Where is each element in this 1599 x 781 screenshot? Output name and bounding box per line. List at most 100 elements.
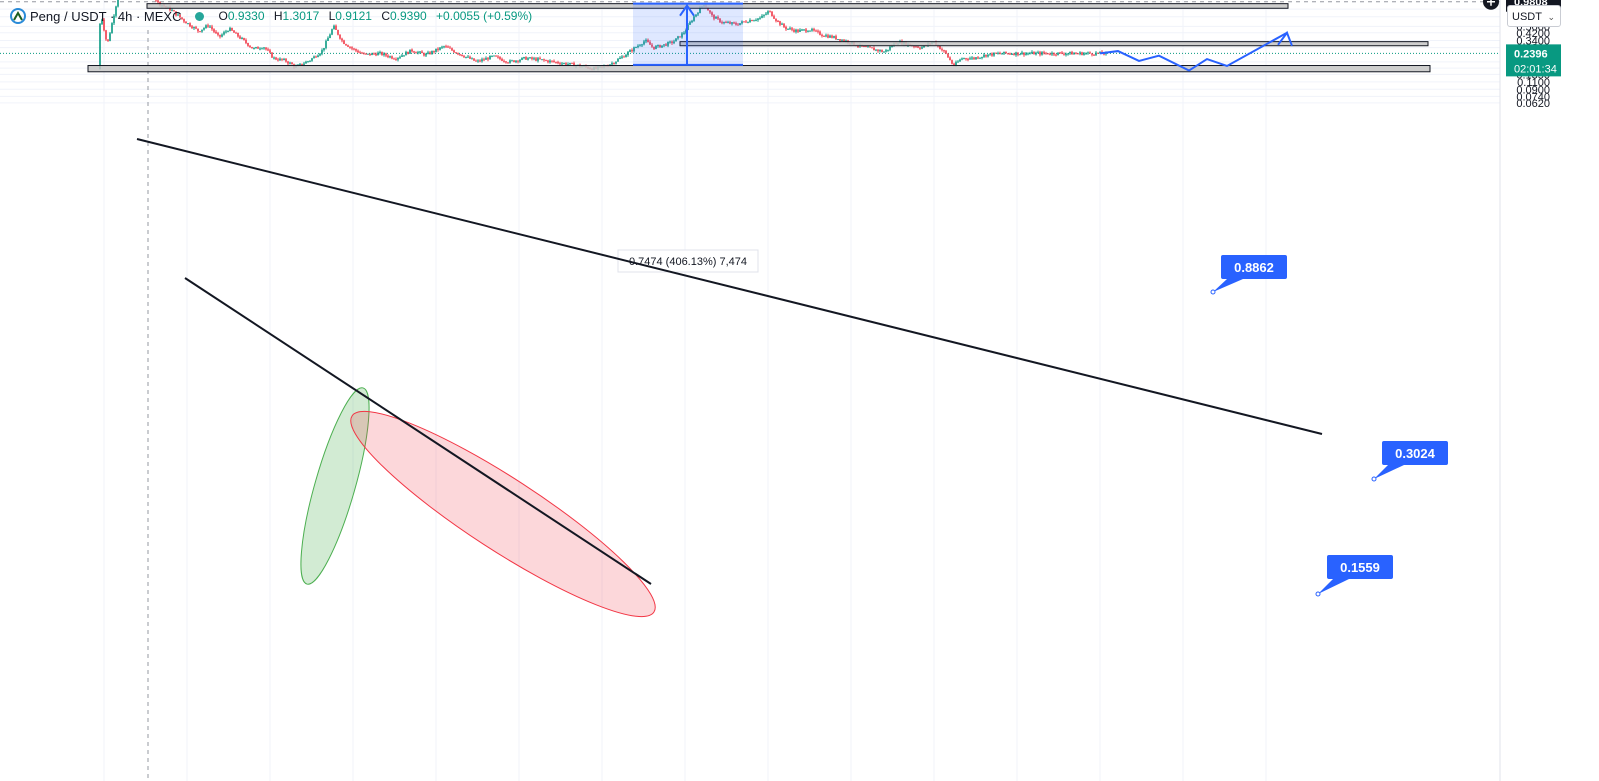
crosshair-price-value: 0.9808: [1514, 0, 1548, 9]
candle-body: [979, 57, 981, 59]
support-resistance-zone[interactable]: [87, 65, 1431, 73]
candle-body: [179, 14, 181, 18]
candle-body: [637, 45, 639, 48]
candle-body: [433, 51, 435, 53]
candle-body: [805, 29, 807, 32]
candle-body: [621, 56, 623, 58]
drawings[interactable]: 0.7474 (406.13%) 7,474 0.8862 0.3024 0.1559: [87, 2, 1448, 643]
highlight-ellipse-red[interactable]: [332, 386, 673, 642]
trend-line-upper[interactable]: [136, 138, 1323, 435]
candle-body: [517, 60, 519, 62]
candle-body: [949, 57, 951, 61]
candle-body: [1029, 53, 1031, 55]
candle-body: [1021, 52, 1023, 55]
candle-body: [617, 58, 619, 62]
candle-body: [821, 34, 823, 36]
price-tick-label: 0.4200: [1516, 28, 1550, 40]
candle-body: [973, 57, 975, 59]
candle-body: [833, 36, 835, 38]
candle-body: [801, 29, 803, 31]
candle-body: [883, 51, 885, 53]
candle-body: [487, 58, 489, 60]
candle-body: [969, 58, 971, 60]
candle-body: [1067, 53, 1069, 55]
candle-body: [863, 46, 865, 48]
price-axis[interactable]: 4.00003.20002.60002.10001.70001.40001.15…: [1483, 0, 1599, 781]
candle-body: [299, 63, 301, 65]
candle-body: [429, 52, 431, 55]
candle-body: [105, 30, 107, 40]
candle-body: [985, 54, 987, 57]
candle-body: [649, 42, 651, 45]
candle-body: [743, 21, 745, 23]
trend-line-lower[interactable]: [184, 277, 652, 585]
candle-body: [357, 50, 359, 53]
candle-body: [713, 15, 715, 19]
candle-body: [811, 28, 813, 31]
candle-body: [405, 51, 407, 56]
price-tick-label: 0.5000: [1516, 21, 1550, 33]
candle-body: [509, 60, 511, 63]
zone-price-label: 0.8862: [1234, 260, 1274, 275]
candle-body: [223, 32, 225, 35]
plus-icon: [1487, 0, 1495, 6]
zone-label-box[interactable]: [1221, 255, 1287, 279]
candle-body: [449, 47, 451, 49]
candle-body: [1001, 53, 1003, 55]
candle-body: [199, 31, 201, 33]
candle-body: [647, 39, 649, 43]
last-price-value: 0.2396: [1514, 48, 1548, 60]
candle-body: [941, 49, 943, 51]
currency-selector[interactable]: USDT ⌄: [1507, 5, 1561, 27]
currency-label: USDT: [1512, 11, 1542, 23]
candle-body: [493, 55, 495, 57]
candle-body: [423, 53, 425, 56]
candle-body: [1081, 52, 1083, 55]
support-resistance-zone[interactable]: [679, 41, 1429, 47]
candle-body: [951, 60, 953, 64]
candle-body: [431, 51, 433, 55]
candle-body: [1089, 52, 1091, 54]
candle-body: [311, 58, 313, 61]
candle-body: [235, 32, 237, 34]
candle-body: [943, 50, 945, 52]
last-price-tag: [1506, 44, 1561, 77]
candle-body: [635, 47, 637, 49]
candle-body: [271, 52, 273, 58]
candle-body: [773, 16, 775, 19]
candle-body: [345, 43, 347, 46]
candle-body: [871, 47, 873, 49]
candle-body: [349, 46, 351, 48]
candle-body: [441, 46, 443, 48]
candle-body: [553, 60, 555, 62]
candle-body: [845, 40, 847, 42]
candle-body: [717, 16, 719, 19]
candle-body: [315, 56, 317, 58]
candle-body: [181, 17, 183, 20]
candle-body: [189, 23, 191, 27]
zone-label-box[interactable]: [1382, 441, 1448, 465]
candle-body: [1007, 53, 1009, 55]
highlight-ellipse-green[interactable]: [288, 382, 383, 589]
candle-body: [755, 19, 757, 21]
candle-body: [421, 51, 423, 54]
candle-body: [839, 39, 841, 41]
zone-label-box[interactable]: [1327, 555, 1393, 579]
candle-body: [309, 60, 311, 62]
symbol-title[interactable]: Peng / USDT · 4h · MEXC: [30, 8, 182, 24]
candle-body: [379, 52, 381, 54]
candle-body: [569, 62, 571, 65]
candle-body: [397, 57, 399, 60]
candle-body: [695, 14, 697, 17]
projection-path[interactable]: [1099, 31, 1288, 72]
candle-body: [787, 28, 789, 30]
candle-body: [275, 57, 277, 60]
candle-body: [355, 49, 357, 51]
candle-body: [527, 58, 529, 60]
candle-body: [499, 57, 501, 59]
candle-body: [245, 39, 247, 44]
candle-body: [763, 14, 765, 16]
candle-body: [573, 63, 575, 67]
candle-body: [1037, 52, 1039, 54]
